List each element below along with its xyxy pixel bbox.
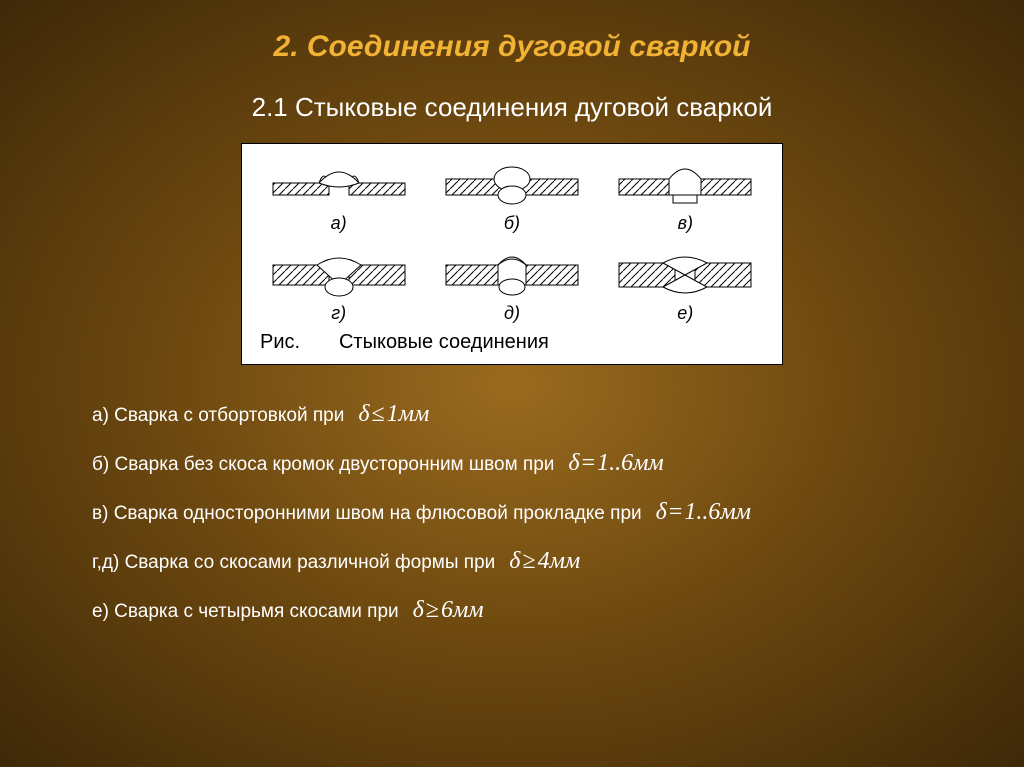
figure-row-bottom: г) д) е)	[242, 234, 782, 324]
figure-label: е)	[610, 303, 760, 324]
item-formula: δ≥4мм	[509, 548, 580, 575]
item-text: е) Сварка с четырьмя скосами при	[92, 601, 399, 623]
figure-label: б)	[437, 213, 587, 234]
figure-caption-left: Рис.	[260, 331, 300, 353]
weld-sketch-a: а)	[264, 157, 414, 234]
weld-sketch-f: е)	[610, 247, 760, 324]
weld-sketch-c: в)	[610, 157, 760, 234]
item-formula: δ≥6мм	[413, 597, 484, 624]
list-item: а) Сварка с отбортовкой при δ≤1мм	[92, 401, 1024, 428]
figure-row-top: а) б) в)	[242, 144, 782, 234]
weld-sketch-b: б)	[437, 157, 587, 234]
weld-sketch-d: г)	[264, 247, 414, 324]
item-text: б) Сварка без скоса кромок двусторонним …	[92, 454, 554, 476]
figure-caption-right: Стыковые соединения	[339, 331, 549, 353]
slide-title: 2. Соединения дуговой сваркой	[0, 0, 1024, 64]
figure-label: а)	[264, 213, 414, 234]
slide-subtitle: 2.1 Стыковые соединения дуговой сваркой	[0, 92, 1024, 123]
item-text: г,д) Сварка со скосами различной формы п…	[92, 552, 495, 574]
item-text: в) Сварка односторонними швом на флюсово…	[92, 503, 642, 525]
item-formula: δ=1..6мм	[656, 499, 751, 526]
item-text: а) Сварка с отбортовкой при	[92, 405, 344, 427]
figure-label: в)	[610, 213, 760, 234]
list-item: б) Сварка без скоса кромок двусторонним …	[92, 450, 1024, 477]
item-formula: δ≤1мм	[358, 401, 429, 428]
list-item: в) Сварка односторонними швом на флюсово…	[92, 499, 1024, 526]
weld-sketch-e: д)	[437, 247, 587, 324]
list-item: е) Сварка с четырьмя скосами при δ≥6мм	[92, 597, 1024, 624]
list-item: г,д) Сварка со скосами различной формы п…	[92, 548, 1024, 575]
figure-caption: Рис. Стыковые соединения	[260, 331, 549, 354]
figure-label: г)	[264, 303, 414, 324]
figure-panel: а) б) в)	[241, 143, 783, 365]
item-formula: δ=1..6мм	[568, 450, 663, 477]
description-list: а) Сварка с отбортовкой при δ≤1мм б) Сва…	[92, 401, 1024, 624]
figure-label: д)	[437, 303, 587, 324]
